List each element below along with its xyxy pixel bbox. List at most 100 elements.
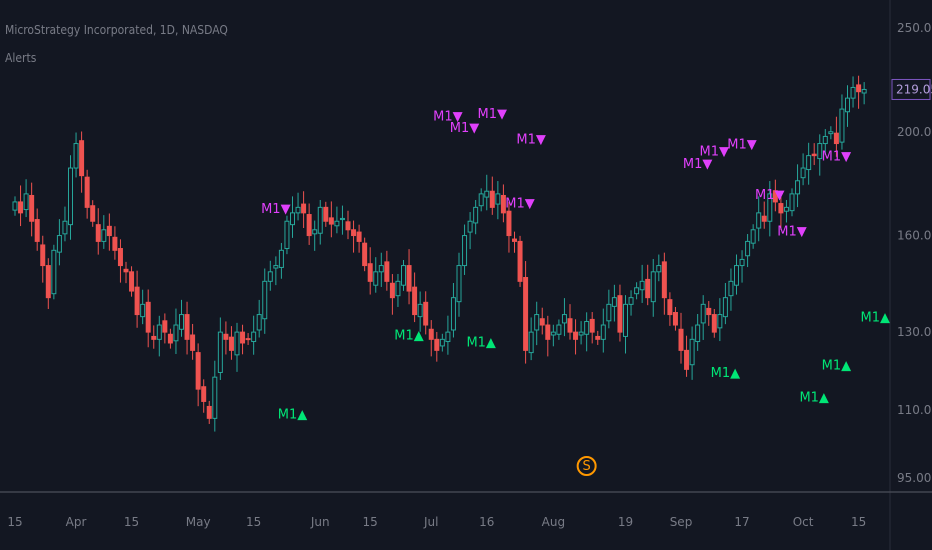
candle-body bbox=[728, 280, 734, 297]
candle-body bbox=[240, 331, 246, 344]
candle-body bbox=[190, 334, 196, 351]
candle-body bbox=[656, 265, 662, 273]
candle-body bbox=[245, 338, 251, 341]
y-tick-label: 250.00 bbox=[897, 21, 932, 35]
candle-body bbox=[550, 331, 556, 336]
candle-body bbox=[106, 225, 112, 237]
candle-body bbox=[401, 265, 406, 286]
candle-body bbox=[345, 221, 351, 231]
candle-body bbox=[506, 210, 512, 237]
x-tick-label: 15 bbox=[363, 515, 378, 529]
x-tick-label: Sep bbox=[670, 515, 693, 529]
candle-body bbox=[140, 303, 146, 318]
sell-signal-label: M1▼ bbox=[505, 196, 535, 211]
candle-body bbox=[29, 194, 35, 222]
candle-body bbox=[228, 336, 234, 351]
candle-body bbox=[389, 282, 395, 299]
current-price-label: 219.05 bbox=[896, 82, 932, 96]
candle-body bbox=[589, 318, 595, 333]
candle-body bbox=[18, 201, 24, 214]
candle-body bbox=[523, 277, 529, 351]
candle-body bbox=[173, 324, 179, 342]
buy-signal-label: M1▲ bbox=[861, 311, 891, 326]
candle-body bbox=[722, 297, 728, 318]
sell-signal-label: M1▼ bbox=[261, 202, 291, 217]
candle-body bbox=[695, 324, 701, 343]
x-axis[interactable]: 15 Apr 15 May 15 Jun 15 Jul 16 Aug 19 Sep 17 Oct 15 bbox=[7, 515, 866, 529]
candle-body bbox=[617, 295, 623, 333]
candle-body bbox=[267, 271, 273, 282]
chart-title: MicroStrategy Incorporated, 1D, NASDAQ bbox=[5, 23, 228, 37]
candle-body bbox=[201, 386, 207, 402]
x-tick-label: Jun bbox=[310, 515, 330, 529]
candle-body bbox=[23, 193, 29, 211]
candle-body bbox=[484, 190, 490, 198]
candle-body bbox=[628, 297, 634, 305]
candle-body bbox=[395, 280, 401, 297]
x-tick-label: Jul bbox=[423, 515, 438, 529]
candle-body bbox=[684, 349, 690, 370]
candle-body bbox=[700, 303, 706, 324]
candle-body bbox=[811, 153, 817, 157]
candle-body bbox=[367, 263, 373, 282]
candle-body bbox=[12, 201, 18, 211]
candle-body bbox=[534, 314, 540, 331]
candle-body bbox=[195, 352, 201, 390]
candle-body bbox=[167, 333, 173, 344]
candle-body bbox=[528, 331, 534, 354]
candle-body bbox=[295, 206, 301, 214]
candle-body bbox=[223, 333, 229, 340]
candle-body bbox=[772, 190, 778, 203]
candle-body bbox=[489, 190, 495, 208]
candle-body bbox=[861, 88, 867, 94]
buy-signal-label: M1▲ bbox=[394, 328, 424, 343]
candle-body bbox=[578, 331, 584, 336]
y-axis[interactable]: 95.00 110.00 130.00 160.00 200.00 250.00 219.0… bbox=[891, 21, 932, 485]
y-tick-label: 95.00 bbox=[897, 471, 931, 485]
candle-body bbox=[795, 180, 801, 195]
candle-body bbox=[445, 331, 451, 343]
candle-body bbox=[95, 224, 101, 242]
candle-body bbox=[306, 214, 312, 237]
indicator-label[interactable]: Alerts bbox=[5, 51, 37, 65]
signals: M1▼M1▼M1▼M1▼M1▼M1▼M1▼M1▼M1▼M1▼M1▼M1▼M1▲M… bbox=[261, 107, 891, 476]
candle-body bbox=[317, 206, 323, 234]
candle-body bbox=[256, 314, 262, 331]
candle-body bbox=[251, 331, 257, 343]
x-tick-label: 15 bbox=[851, 515, 866, 529]
candle-body bbox=[706, 307, 712, 316]
split-marker[interactable] bbox=[576, 456, 597, 476]
candle-body bbox=[561, 314, 567, 324]
candle-body bbox=[384, 261, 390, 282]
candle-body bbox=[667, 299, 673, 316]
candle-body bbox=[334, 220, 340, 227]
split-marker-label: S bbox=[583, 459, 591, 474]
candle-body bbox=[184, 314, 190, 340]
candle-body bbox=[428, 328, 434, 340]
candle-body bbox=[817, 143, 823, 160]
candle-body bbox=[822, 135, 828, 145]
y-tick-label: 200.00 bbox=[897, 125, 932, 139]
candle-body bbox=[417, 303, 423, 318]
candle-body bbox=[850, 86, 856, 99]
x-tick-label: Apr bbox=[66, 515, 87, 529]
candle-body bbox=[101, 229, 107, 242]
candle-body bbox=[179, 314, 184, 330]
x-tick-label: 15 bbox=[124, 515, 139, 529]
candle-body bbox=[717, 314, 723, 329]
current-price-box bbox=[891, 78, 931, 100]
candle-body bbox=[456, 265, 462, 303]
candle-body bbox=[278, 249, 284, 268]
x-tick-label: 15 bbox=[246, 515, 261, 529]
candle-body bbox=[767, 193, 773, 222]
sell-signal-label: M1▼ bbox=[478, 107, 508, 122]
candle-body bbox=[539, 318, 545, 326]
candle-body bbox=[45, 265, 51, 299]
candle-body bbox=[112, 236, 118, 251]
candle-body bbox=[750, 229, 756, 244]
candle-body bbox=[34, 219, 40, 242]
candle-body bbox=[40, 244, 46, 267]
candle-body bbox=[151, 335, 157, 340]
candle-body bbox=[73, 143, 79, 169]
